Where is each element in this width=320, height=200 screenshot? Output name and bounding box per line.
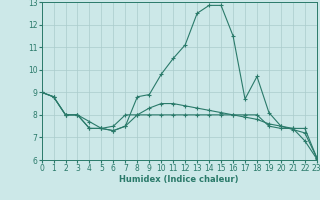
X-axis label: Humidex (Indice chaleur): Humidex (Indice chaleur) — [119, 175, 239, 184]
